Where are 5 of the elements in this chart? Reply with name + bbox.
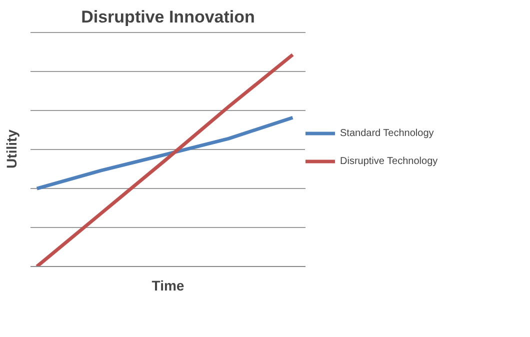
chart-title: Disruptive Innovation [81,8,255,26]
legend-label: Disruptive Technology [340,156,438,166]
legend-label: Standard Technology [340,128,434,138]
x-axis-title: Time [152,278,184,294]
y-axis-title: Utility [4,129,20,168]
